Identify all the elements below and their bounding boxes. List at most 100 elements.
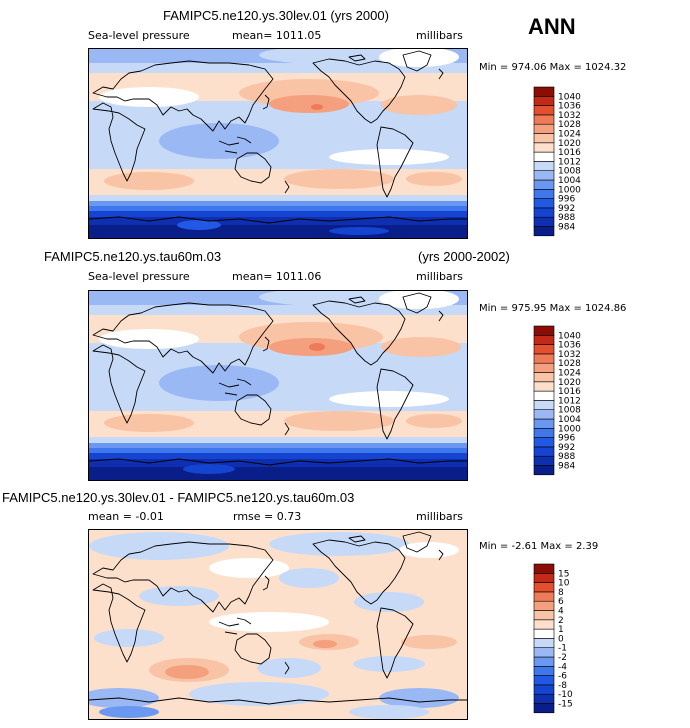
panel1-units-label: millibars [416,29,463,42]
colorbar-swatch [533,675,555,686]
colorbar-swatch [533,628,555,639]
colorbar-swatch [533,105,555,116]
colorbar-tick-label: 0 [558,634,564,644]
colorbar-swatch [533,353,555,364]
colorbar-tick-label: 1020 [558,378,581,388]
colorbar-swatch [533,142,555,153]
colorbar-swatch [533,666,555,676]
panel2-units-label: millibars [416,270,463,283]
colorbar-tick-label: 1032 [558,111,581,121]
colorbar-swatch [533,591,555,602]
colorbar-swatch [533,437,555,448]
colorbar-swatch [533,573,555,583]
colorbar-swatch [533,638,555,649]
colorbar-swatch [533,198,555,209]
panel1-variable-label: Sea-level pressure [88,29,190,42]
colorbar-swatch [533,656,555,667]
colorbar-tick-label: 15 [558,569,569,579]
colorbar-tick-label: 1008 [558,406,581,416]
colorbar-tick-label: 1028 [558,120,581,130]
colorbar-swatch [533,325,555,336]
colorbar-tick-label: 984 [558,462,575,472]
colorbar-tick-label: 8 [558,588,564,598]
colorbar-tick-label: 2 [558,616,564,626]
colorbar-tick-label: -8 [558,681,567,691]
colorbar-tick-label: -6 [558,672,567,682]
colorbar-tick-label: 1016 [558,148,581,158]
colorbar-swatch [533,610,555,621]
colorbar-swatch [533,96,555,106]
colorbar-tick-label: 1028 [558,359,581,369]
panel3-rmse-label: rmse = 0.73 [233,510,302,523]
colorbar-swatch [533,428,555,438]
colorbar-swatch [533,684,555,695]
colorbar-tick-label: 1012 [558,157,581,167]
colorbar-tick-label: 6 [558,597,564,607]
colorbar-swatch [533,226,555,237]
colorbar-swatch [533,179,555,190]
colorbar-tick-label: 992 [558,204,575,214]
colorbar-swatch [533,372,555,383]
colorbar-swatch [533,133,555,144]
colorbar-swatch [533,582,555,593]
colorbar-swatch [533,455,555,466]
colorbar-swatch [533,114,555,125]
colorbar-tick-label: -2 [558,653,567,663]
colorbar-swatch [533,151,555,162]
colorbar-tick-label: 992 [558,443,575,453]
panel1-title: FAMIPC5.ne120.ys.30lev.01 (yrs 2000) [163,8,389,23]
panel1-minmax: Min = 974.06 Max = 1024.32 [479,62,627,73]
colorbar-tick-label: 4 [558,607,564,617]
colorbar-swatch [533,446,555,457]
panel2-title: FAMIPC5.ne120.ys.tau60m.03 [44,249,222,264]
colorbar-tick-label: 1004 [558,415,581,425]
panel1-mean-label: mean= 1011.05 [232,29,322,42]
season-label: ANN [528,14,576,39]
panel2-years: (yrs 2000-2002) [418,249,510,264]
colorbar-swatch [533,170,555,181]
colorbar-tick-label: 1040 [558,92,581,102]
colorbar-tick-label: -15 [558,700,573,710]
colorbar-swatch [533,362,555,373]
colorbar-tick-label: 996 [558,434,575,444]
panel2-variable-label: Sea-level pressure [88,270,190,283]
colorbar-swatch [533,335,555,345]
colorbar-tick-label: 988 [558,213,575,223]
panel2-colorbar: 9849889929961000100410081012101610201024… [533,325,581,476]
panel3-minmax: Min = -2.61 Max = 2.39 [479,541,599,552]
colorbar-swatch [533,189,555,199]
colorbar-swatch [533,390,555,401]
panel2-slp-map [88,290,468,481]
colorbar-swatch [533,344,555,355]
colorbar-swatch [533,207,555,218]
colorbar-tick-label: 988 [558,452,575,462]
colorbar-swatch [533,600,555,611]
colorbar-swatch [533,418,555,429]
colorbar-tick-label: 1040 [558,331,581,341]
colorbar-tick-label: 1020 [558,139,581,149]
colorbar-tick-label: -4 [558,662,567,672]
colorbar-tick-label: -10 [558,690,573,700]
colorbar-swatch [533,693,555,704]
colorbar-tick-label: 1024 [558,130,581,140]
colorbar-swatch [533,619,555,630]
panel3-title: FAMIPC5.ne120.ys.30lev.01 - FAMIPC5.ne12… [2,490,355,505]
panel1-colorbar: 9849889929961000100410081012101610201024… [533,86,581,237]
colorbar-tick-label: 1 [558,625,564,635]
panel3-units-label: millibars [416,510,463,523]
colorbar-tick-label: 996 [558,195,575,205]
panel1-slp-map [88,48,468,239]
colorbar-swatch [533,703,555,714]
colorbar-swatch [533,647,555,658]
colorbar-tick-label: 984 [558,223,575,233]
colorbar-swatch [533,123,555,134]
colorbar-tick-label: 1008 [558,167,581,177]
colorbar-swatch [533,465,555,476]
colorbar-swatch [533,86,555,97]
colorbar-tick-label: 1012 [558,396,581,406]
panel3-difference-map [88,529,468,720]
colorbar-tick-label: 1000 [558,185,581,195]
colorbar-tick-label: 10 [558,579,570,589]
colorbar-swatch [533,400,555,411]
